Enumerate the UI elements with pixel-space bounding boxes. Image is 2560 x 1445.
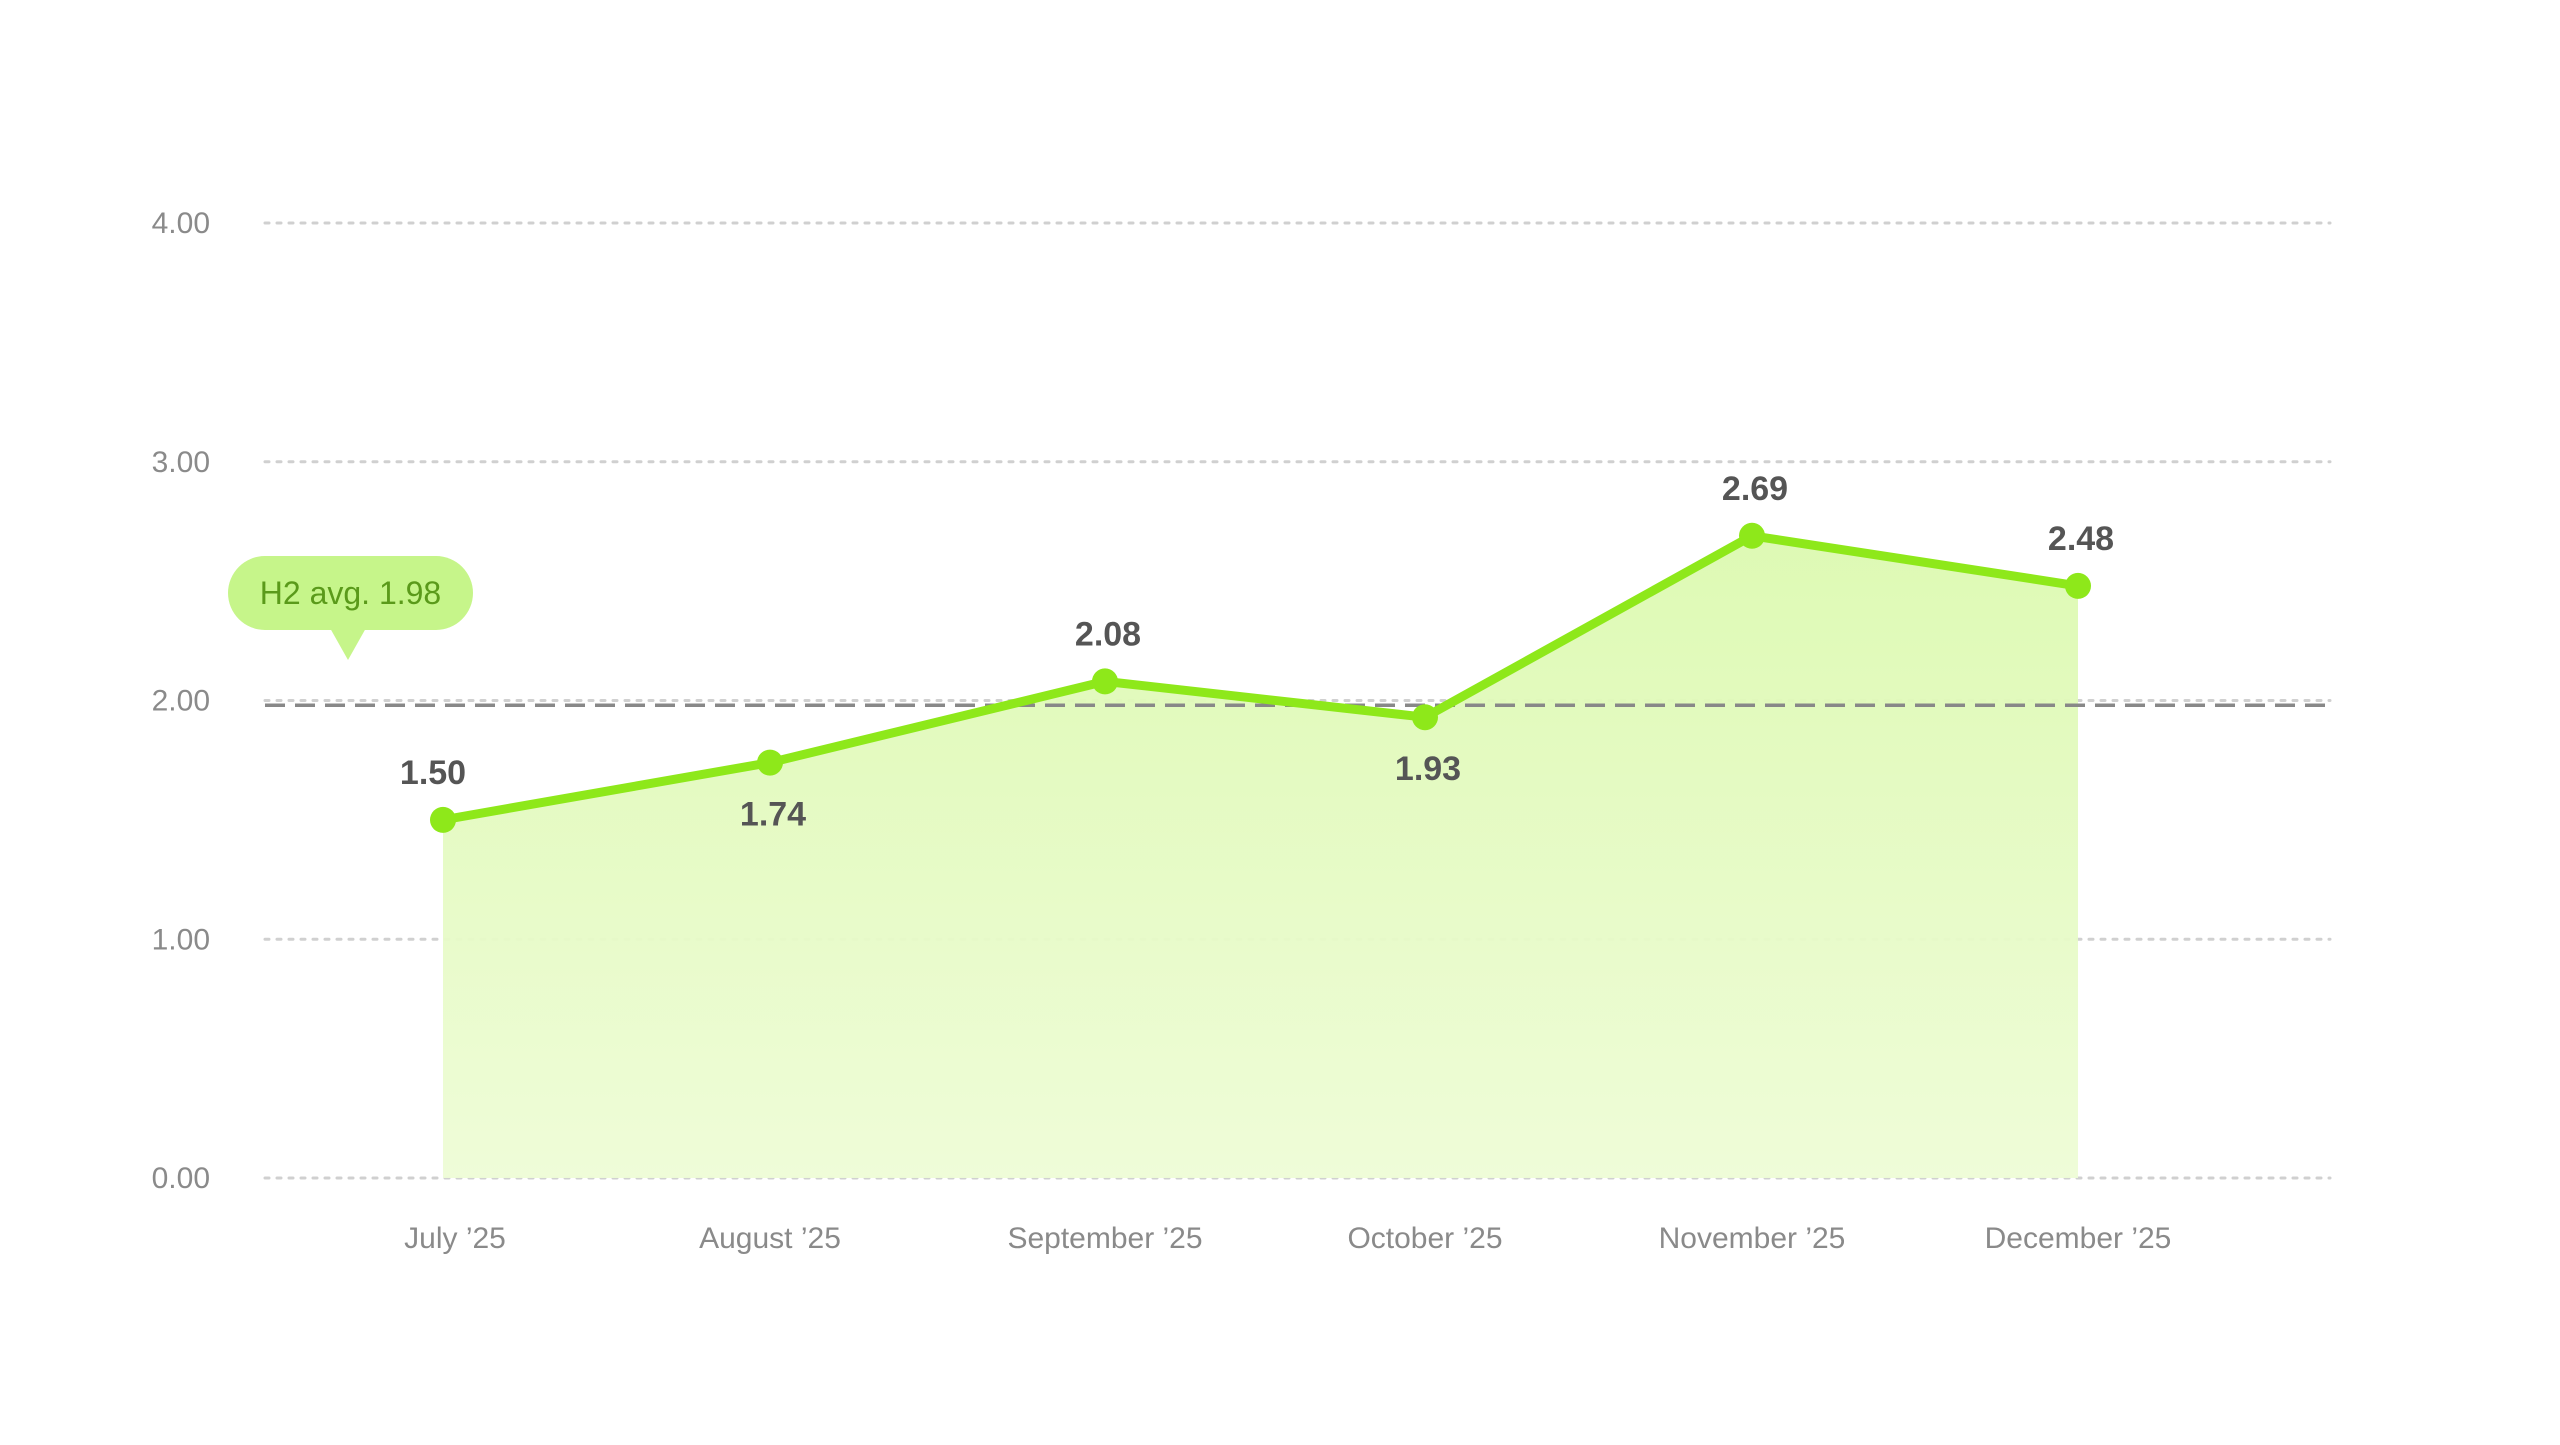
x-tick-label: September ’25 [1007, 1222, 1202, 1255]
x-tick-label: July ’25 [404, 1222, 506, 1255]
area-shape [443, 535, 2078, 1178]
data-point[interactable] [1092, 668, 1118, 695]
data-points [430, 522, 2091, 833]
series-line [438, 531, 2083, 825]
y-tick-label: 2.00 [152, 685, 210, 718]
data-label: 2.08 [1075, 615, 1141, 653]
average-badge [228, 556, 473, 630]
series-polyline [438, 531, 2083, 825]
data-point[interactable] [430, 806, 456, 833]
data-point[interactable] [1412, 704, 1438, 731]
y-tick-label: 0.00 [152, 1162, 210, 1195]
data-label: 1.74 [740, 796, 806, 834]
area-fill [443, 535, 2078, 1178]
data-label: 1.50 [400, 754, 466, 792]
data-label: 2.69 [1722, 470, 1788, 508]
data-label: 1.93 [1395, 750, 1461, 788]
x-tick-label: December ’25 [1985, 1222, 2172, 1255]
axis-labels: 0.00 1.00 2.00 3.00 4.00 July ’25 August ’25 Se… [152, 207, 2172, 1255]
data-label: 2.48 [2048, 520, 2114, 558]
x-tick-label: October ’25 [1347, 1222, 1502, 1255]
data-point[interactable] [2065, 572, 2091, 599]
average-badge-pointer [330, 628, 366, 660]
data-labels: 1.50 1.74 2.08 1.93 2.69 2.48 [400, 470, 2114, 834]
data-point[interactable] [757, 749, 783, 776]
data-point[interactable] [1739, 522, 1765, 549]
x-tick-label: August ’25 [699, 1222, 841, 1255]
y-tick-label: 1.00 [152, 923, 210, 956]
y-tick-label: 3.00 [152, 446, 210, 479]
average-badge-label: H2 avg. 1.98 [260, 575, 441, 611]
x-tick-label: November ’25 [1659, 1222, 1846, 1255]
y-tick-label: 4.00 [152, 207, 210, 240]
